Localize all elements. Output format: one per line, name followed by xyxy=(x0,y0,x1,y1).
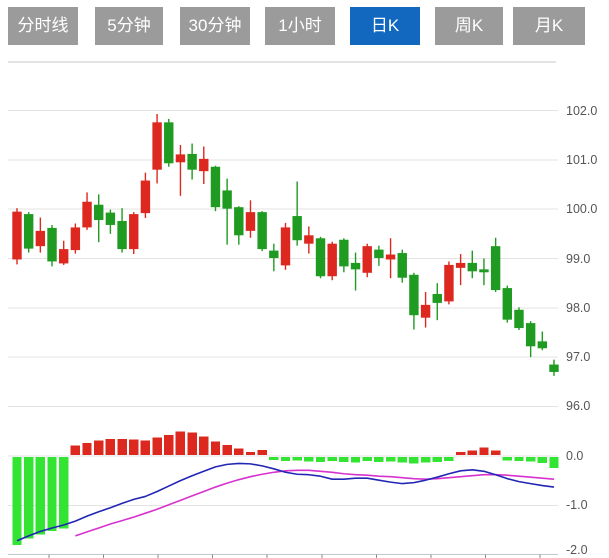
tab-daily-k[interactable]: 日K xyxy=(350,7,420,45)
macd-axis-label: 0.0 xyxy=(566,449,584,463)
x-axis xyxy=(8,554,558,558)
macd-histogram xyxy=(12,431,559,545)
tab-1hour[interactable]: 1小时 xyxy=(265,7,335,45)
tab-5min[interactable]: 5分钟 xyxy=(95,7,163,45)
tab-weekly-k[interactable]: 周K xyxy=(435,7,503,45)
price-axis-label: 101.0 xyxy=(566,153,598,167)
tab-time-line[interactable]: 分时线 xyxy=(8,7,78,45)
period-tabs: 分时线 5分钟 30分钟 1小时 日K 周K 月K xyxy=(0,0,609,52)
macd-lines xyxy=(16,462,555,542)
price-axis-label: 96.0 xyxy=(566,399,591,413)
price-axis-label: 99.0 xyxy=(566,252,591,266)
price-axis-label: 97.0 xyxy=(566,350,591,364)
candles xyxy=(12,113,559,376)
dea-line xyxy=(75,469,555,537)
macd-axis-label: -1.0 xyxy=(566,498,588,512)
price-axis-label: 102.0 xyxy=(566,104,598,118)
price-axis-label: 98.0 xyxy=(566,301,591,315)
price-axis-label: 100.0 xyxy=(566,202,598,216)
tab-30min[interactable]: 30分钟 xyxy=(180,7,250,45)
dif-line xyxy=(16,462,555,542)
macd-axis-label: -2.0 xyxy=(566,543,588,557)
grid-lines xyxy=(8,61,558,506)
tab-monthly-k[interactable]: 月K xyxy=(513,7,585,45)
